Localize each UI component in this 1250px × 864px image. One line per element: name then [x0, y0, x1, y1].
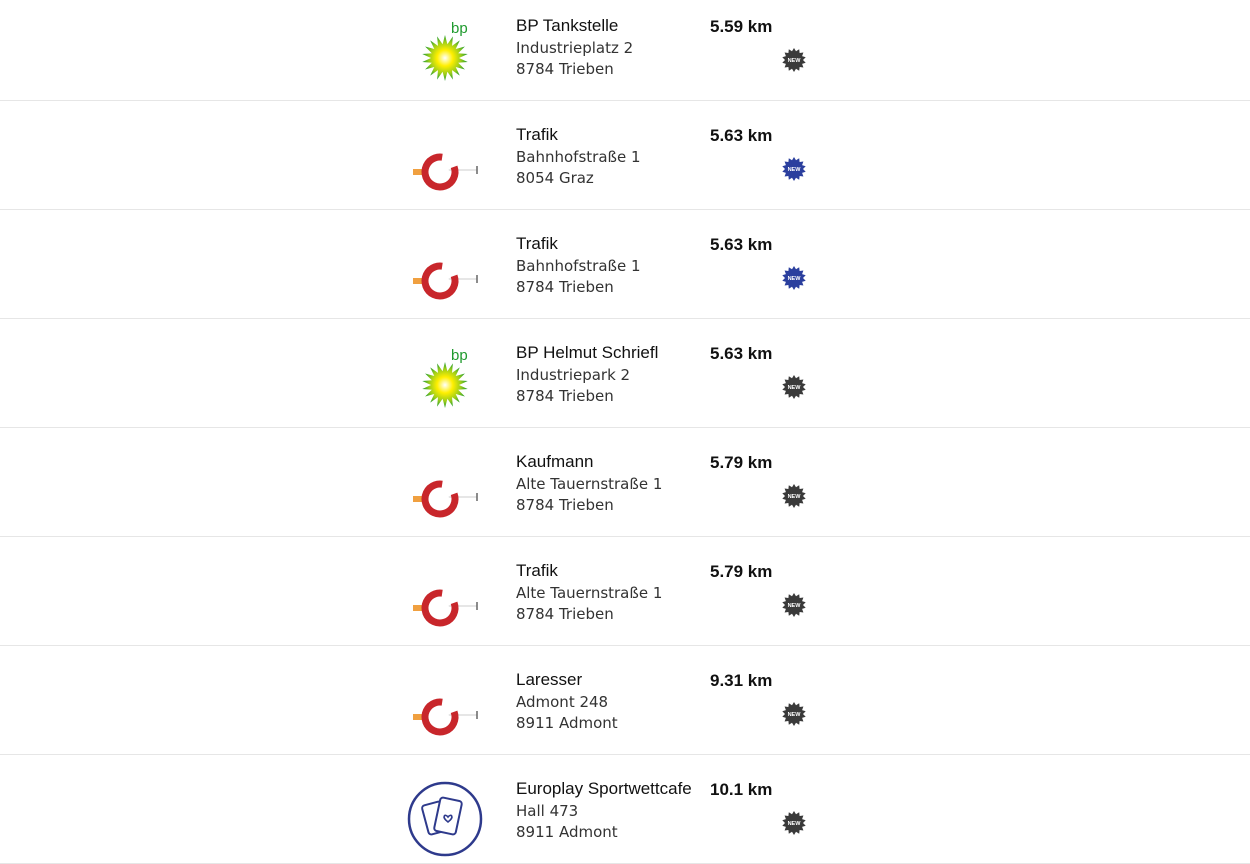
bp-logo: bp	[405, 341, 485, 421]
distance: 5.79 km	[710, 453, 773, 472]
list-item[interactable]: Kaufmann Alte Tauernstraße 1 8784 Trieben…	[0, 428, 1250, 537]
list-item[interactable]: bp BP Helmut Schriefl Industriepark 2 878…	[0, 319, 1250, 428]
street: Industrieplatz 2	[516, 39, 634, 57]
street: Industriepark 2	[516, 366, 631, 384]
street: Admont 248	[516, 693, 609, 711]
city: 8784 Trieben	[516, 278, 614, 296]
location-name: Kaufmann	[516, 452, 594, 471]
location-address: Industriepark 2 8784 Trieben	[516, 365, 630, 407]
list-item[interactable]: Europlay Sportwettcafe Hall 473 8911 Admo…	[0, 755, 1250, 864]
tabak-trafik-logo	[405, 123, 485, 203]
street: Bahnhofstraße 1	[516, 257, 641, 275]
new-badge-icon: NEW	[782, 375, 806, 399]
distance: 10.1 km	[710, 780, 773, 799]
street: Hall 473	[516, 802, 579, 820]
location-address: Bahnhofstraße 1 8054 Graz	[516, 147, 641, 189]
new-badge-icon: NEW	[782, 157, 806, 181]
distance: 5.79 km	[710, 562, 773, 581]
location-name: Laresser	[516, 670, 583, 689]
bp-text: bp	[451, 20, 468, 37]
street: Alte Tauernstraße 1	[516, 475, 663, 493]
new-badge-icon: NEW	[782, 593, 806, 617]
location-name: Trafik	[516, 125, 558, 144]
tabak-trafik-logo	[405, 232, 485, 312]
svg-text:NEW: NEW	[788, 494, 802, 500]
new-badge-icon: NEW	[782, 484, 806, 508]
svg-text:NEW: NEW	[788, 276, 802, 282]
city: 8784 Trieben	[516, 496, 614, 514]
location-name: Europlay Sportwettcafe	[516, 779, 692, 798]
svg-text:NEW: NEW	[788, 167, 802, 173]
city: 8911 Admont	[516, 823, 618, 841]
list-item[interactable]: Trafik Bahnhofstraße 1 8784 Trieben 5.63 …	[0, 210, 1250, 319]
new-badge-icon: NEW	[782, 702, 806, 726]
distance: 9.31 km	[710, 671, 773, 690]
location-name: BP Helmut Schriefl	[516, 343, 659, 362]
city: 8054 Graz	[516, 169, 594, 187]
city: 8784 Trieben	[516, 387, 614, 405]
tabak-trafik-logo	[405, 450, 485, 530]
location-address: Bahnhofstraße 1 8784 Trieben	[516, 256, 641, 298]
new-badge-icon: NEW	[782, 48, 806, 72]
svg-text:NEW: NEW	[788, 821, 802, 827]
distance: 5.59 km	[710, 17, 773, 36]
list-item[interactable]: Trafik Bahnhofstraße 1 8054 Graz 5.63 km …	[0, 101, 1250, 210]
tabak-trafik-logo	[405, 668, 485, 748]
svg-text:NEW: NEW	[788, 385, 802, 391]
list-item[interactable]: Laresser Admont 248 8911 Admont 9.31 km N…	[0, 646, 1250, 755]
new-badge-icon: NEW	[782, 266, 806, 290]
new-badge-icon: NEW	[782, 811, 806, 835]
city: 8784 Trieben	[516, 605, 614, 623]
list-item[interactable]: Trafik Alte Tauernstraße 1 8784 Trieben 5…	[0, 537, 1250, 646]
list-item[interactable]: bp BP Tankstelle Industrieplatz 2 8784 Tr…	[0, 0, 1250, 101]
bp-logo: bp	[405, 14, 485, 94]
location-name: BP Tankstelle	[516, 16, 619, 35]
location-name: Trafik	[516, 561, 558, 580]
svg-text:NEW: NEW	[788, 712, 802, 718]
location-address: Alte Tauernstraße 1 8784 Trieben	[516, 583, 662, 625]
bp-text: bp	[451, 347, 468, 364]
distance: 5.63 km	[710, 126, 773, 145]
location-name: Trafik	[516, 234, 558, 253]
street: Alte Tauernstraße 1	[516, 584, 663, 602]
city: 8784 Trieben	[516, 60, 614, 78]
location-address: Alte Tauernstraße 1 8784 Trieben	[516, 474, 662, 516]
playing-cards-logo	[405, 777, 485, 857]
svg-text:NEW: NEW	[788, 603, 802, 609]
location-address: Industrieplatz 2 8784 Trieben	[516, 38, 633, 80]
street: Bahnhofstraße 1	[516, 148, 641, 166]
distance: 5.63 km	[710, 344, 773, 363]
distance: 5.63 km	[710, 235, 773, 254]
location-address: Hall 473 8911 Admont	[516, 801, 618, 843]
location-address: Admont 248 8911 Admont	[516, 692, 618, 734]
svg-text:NEW: NEW	[788, 58, 802, 64]
city: 8911 Admont	[516, 714, 618, 732]
tabak-trafik-logo	[405, 559, 485, 639]
